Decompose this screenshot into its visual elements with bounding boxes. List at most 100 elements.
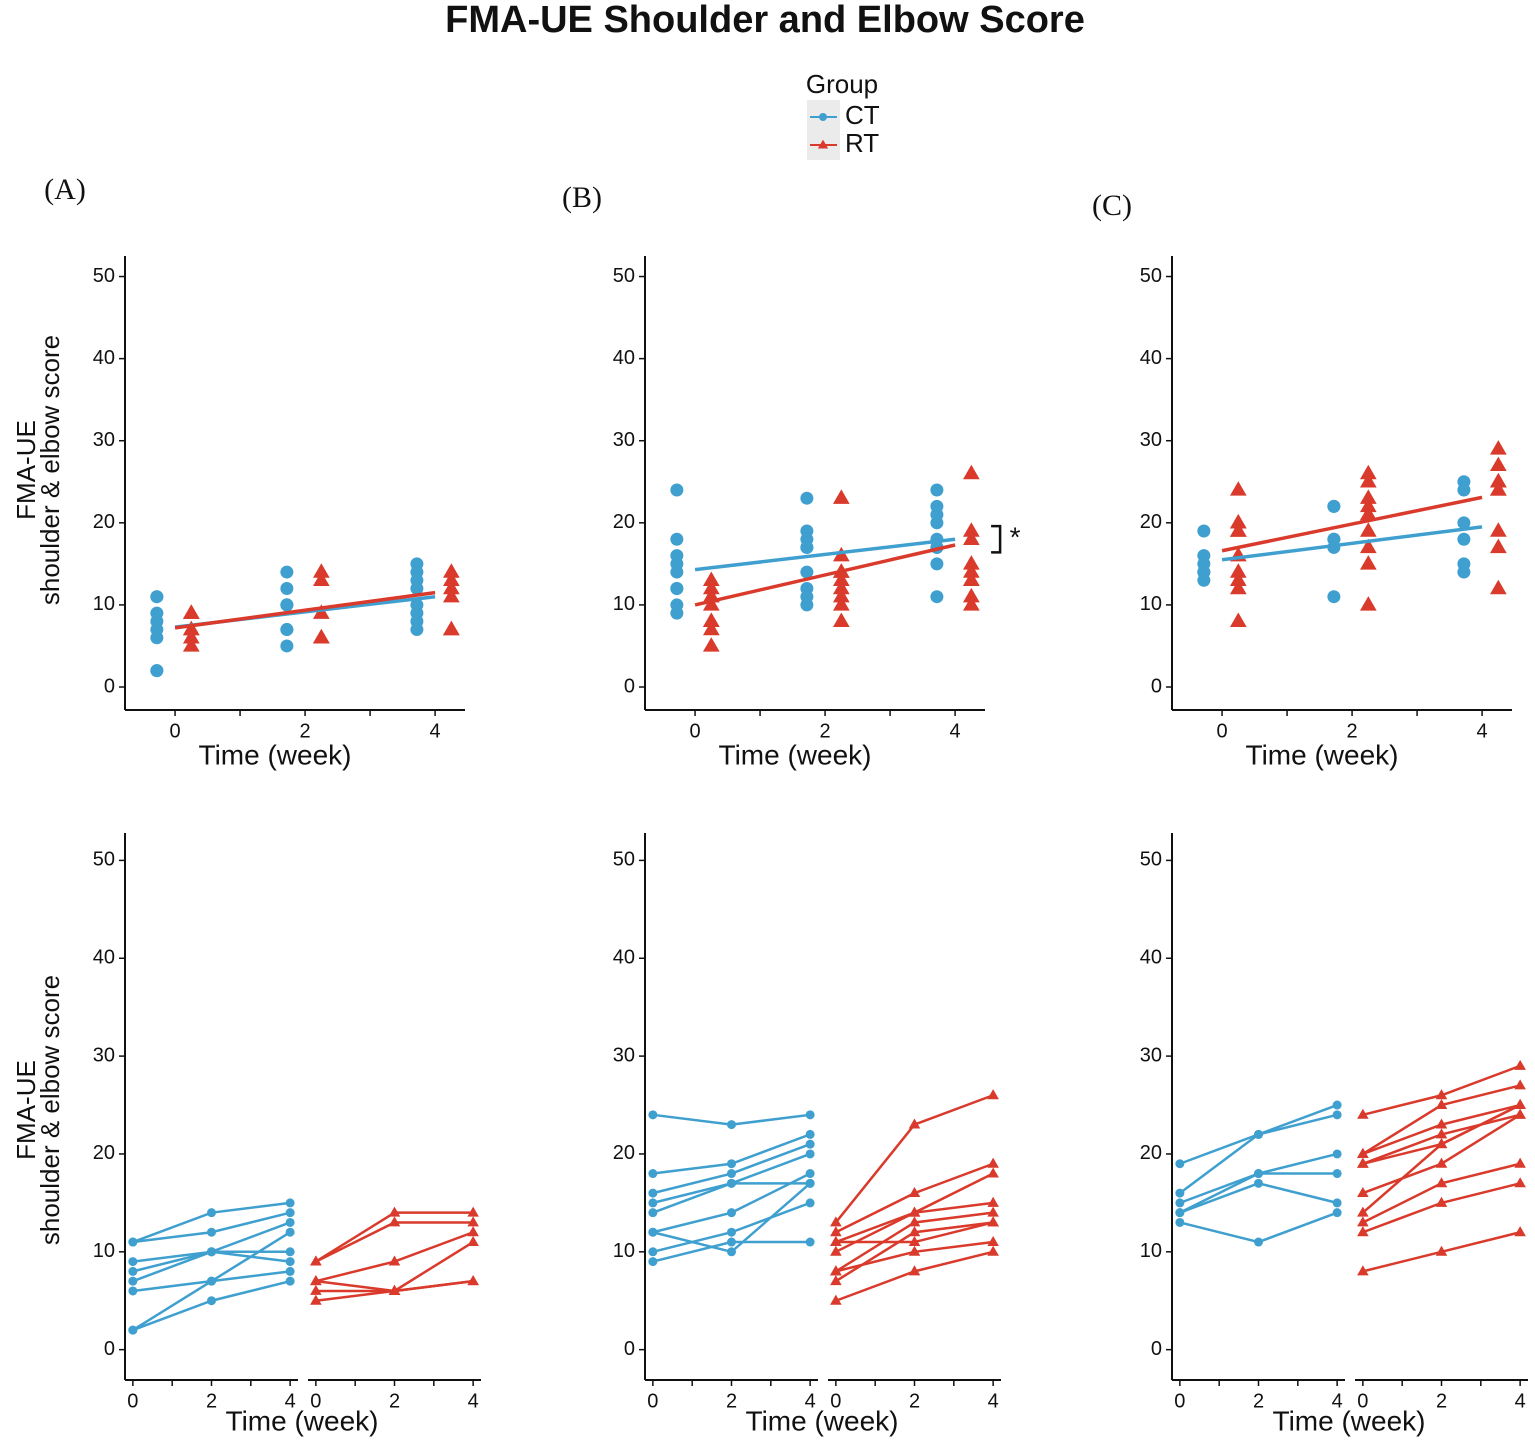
x-axis-title: Time (week) <box>719 739 872 770</box>
y-axis-title: shoulder & elbow score <box>35 335 65 605</box>
legend-marker <box>819 113 827 121</box>
fit-line <box>694 537 956 572</box>
point <box>1357 1157 1369 1168</box>
point <box>1435 1089 1448 1100</box>
point <box>182 637 200 652</box>
point <box>800 540 814 554</box>
y-tick-label: 40 <box>1140 947 1162 969</box>
fit-line <box>174 590 436 630</box>
y-tick-label: 30 <box>93 1044 115 1066</box>
point <box>1332 1169 1342 1179</box>
point <box>443 620 460 636</box>
point <box>832 571 850 586</box>
point <box>1359 464 1377 480</box>
y-tick-label: 20 <box>1140 511 1162 533</box>
point <box>830 1235 842 1246</box>
point <box>1435 1177 1448 1188</box>
y-tick-label: 20 <box>613 1142 635 1164</box>
point <box>963 587 980 603</box>
point <box>1359 505 1377 521</box>
point <box>1327 499 1341 513</box>
point <box>987 1167 999 1178</box>
point <box>908 1245 921 1256</box>
point <box>1359 497 1377 513</box>
point <box>1457 565 1471 579</box>
point <box>670 483 684 497</box>
y-tick-label: 10 <box>613 1240 635 1262</box>
y-tick-label: 40 <box>613 347 635 369</box>
y-tick-label: 20 <box>1140 1142 1162 1164</box>
y-tick-label: 20 <box>613 511 635 533</box>
point <box>1359 555 1377 570</box>
point <box>207 1208 216 1218</box>
point <box>930 590 944 604</box>
point <box>908 1187 921 1198</box>
point <box>1254 1237 1263 1247</box>
point <box>128 1276 138 1286</box>
point <box>727 1208 736 1218</box>
x-axis-title: Time (week) <box>199 739 352 770</box>
point <box>467 1206 479 1217</box>
y-tick-label: 10 <box>1140 593 1162 615</box>
x-tick-label: 2 <box>1253 1390 1264 1412</box>
point <box>987 1245 999 1256</box>
point <box>128 1325 138 1335</box>
point <box>310 1255 322 1266</box>
point <box>727 1159 736 1169</box>
x-axis-title: Time (week) <box>746 1405 899 1436</box>
y-tick-label: 0 <box>104 675 115 697</box>
point <box>930 516 944 530</box>
point <box>648 1169 658 1179</box>
point <box>207 1227 216 1237</box>
point <box>830 1275 842 1286</box>
point <box>1457 532 1471 546</box>
y-tick-label: 0 <box>624 675 635 697</box>
point <box>805 1237 815 1247</box>
point <box>670 606 684 620</box>
point <box>1490 579 1507 595</box>
point <box>1357 1147 1369 1158</box>
point <box>1457 475 1471 489</box>
point <box>1490 456 1507 472</box>
point <box>280 598 294 612</box>
point <box>832 587 850 603</box>
y-tick-label: 10 <box>1140 1240 1162 1262</box>
point <box>1357 1226 1369 1237</box>
x-tick-label: 0 <box>689 720 700 742</box>
point <box>388 1216 401 1227</box>
point <box>648 1227 658 1237</box>
point <box>830 1226 842 1237</box>
point <box>1490 481 1507 496</box>
point <box>930 557 944 571</box>
y-tick-label: 0 <box>1151 675 1162 697</box>
point <box>908 1216 921 1227</box>
point <box>1435 1196 1448 1207</box>
panel-label: (B) <box>562 181 602 214</box>
y-tick-label: 50 <box>1140 265 1162 287</box>
point <box>128 1237 138 1247</box>
point <box>443 571 460 586</box>
x-tick-label: 0 <box>127 1390 138 1412</box>
x-tick-label: 0 <box>169 720 180 742</box>
point <box>832 596 850 611</box>
subject-line <box>835 1250 994 1302</box>
point <box>1229 481 1247 496</box>
y-tick-label: 50 <box>613 849 635 871</box>
legend-marker <box>817 139 829 149</box>
point <box>285 1257 295 1267</box>
y-tick-label: 0 <box>624 1338 635 1360</box>
y-tick-label: 20 <box>93 511 115 533</box>
point <box>1175 1208 1185 1218</box>
point <box>1229 522 1247 537</box>
point <box>285 1208 295 1218</box>
point <box>1457 516 1471 530</box>
point <box>1254 1129 1263 1139</box>
point <box>467 1216 479 1227</box>
point <box>963 596 980 611</box>
point <box>1229 563 1247 578</box>
point <box>285 1227 295 1237</box>
point <box>648 1110 658 1120</box>
point <box>805 1169 815 1179</box>
x-tick-label: 0 <box>1174 1390 1185 1412</box>
